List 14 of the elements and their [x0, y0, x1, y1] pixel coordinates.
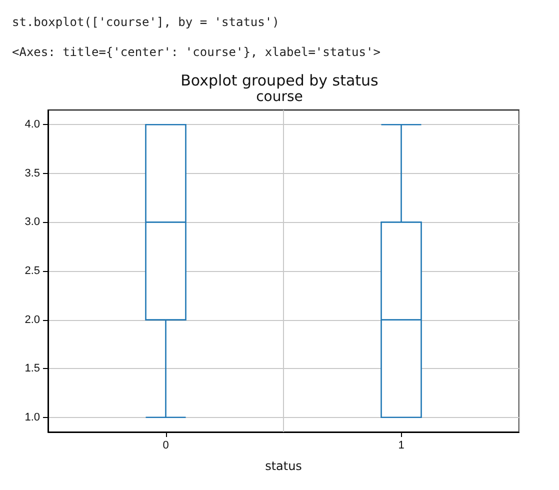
y-tick-label: 2.5	[24, 265, 40, 277]
text: st.boxplot(['course'], by = 'status')	[12, 15, 280, 29]
text: <Axes: title={'center': 'course'}, xlabel='status'>	[12, 45, 380, 59]
y-tick-label: 1.0	[24, 411, 40, 424]
y-tick-label: 3.0	[24, 216, 40, 228]
x-tick-label: 0	[162, 440, 169, 452]
y-tick-label: 4.0	[24, 118, 40, 131]
y-tick-label: 3.5	[24, 167, 40, 180]
chart-subtitle: course	[256, 89, 303, 105]
x-tick-label: 1	[398, 440, 404, 452]
y-tick-label: 1.5	[24, 362, 40, 375]
x-axis-title: status	[265, 459, 302, 473]
y-tick-label: 2.0	[24, 314, 40, 326]
chart-title: Boxplot grouped by status	[180, 72, 379, 90]
